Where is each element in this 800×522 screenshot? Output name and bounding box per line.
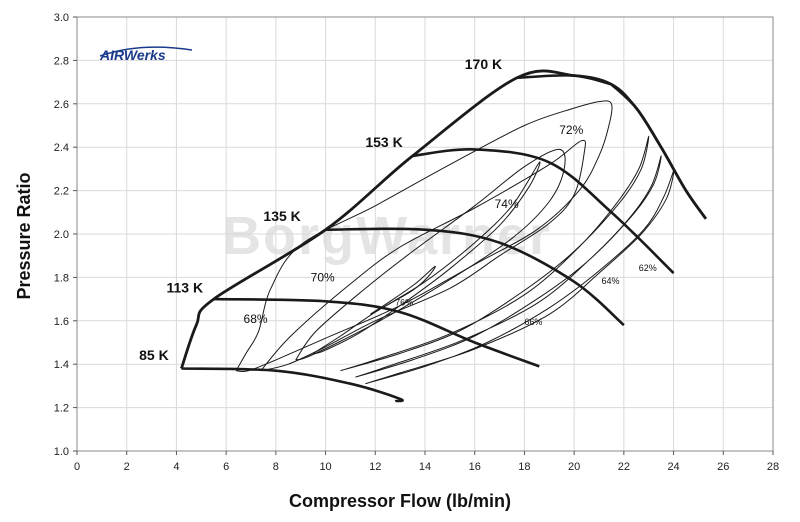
speed-line-label: 113 K: [166, 280, 203, 296]
choke-line: [610, 83, 708, 220]
efficiency-label: 70%: [311, 271, 335, 285]
x-tick-label: 28: [767, 461, 779, 473]
chart-labels: 85 K 113 K 135 K 153 K 170 K 68% 70% 72% 74% 76% 6…: [139, 56, 657, 363]
y-tick-label: 1.0: [54, 446, 69, 458]
x-tick-label: 4: [173, 461, 179, 473]
logo-text: AIRWerks: [99, 47, 166, 63]
y-tick-label: 1.8: [54, 272, 69, 284]
y-tick-label: 2.6: [54, 99, 69, 111]
efficiency-label: 64%: [601, 276, 619, 286]
y-tick-label: 2.0: [54, 229, 69, 241]
efficiency-island: [355, 155, 662, 378]
y-tick-label: 3.0: [54, 12, 69, 24]
logo-swoosh-icon: [99, 46, 193, 57]
speed-line-label: 135 K: [263, 208, 300, 224]
y-tick-label: 2.2: [54, 186, 69, 198]
x-tick-label: 18: [518, 461, 530, 473]
y-tick-label: 1.4: [54, 359, 69, 371]
efficiency-island: [370, 265, 436, 315]
efficiency-label: 74%: [495, 197, 519, 211]
y-axis-title: Pressure Ratio: [14, 172, 34, 299]
surge-line: [180, 69, 612, 369]
x-tick-label: 8: [273, 461, 279, 473]
efficiency-label: 62%: [639, 263, 657, 273]
x-axis-title: Compressor Flow (lb/min): [289, 491, 511, 511]
speed-line: [412, 148, 675, 275]
y-tick-label: 1.2: [54, 403, 69, 415]
x-tick-label: 14: [419, 461, 431, 473]
efficiency-label: 68%: [244, 312, 268, 326]
x-tick-label: 12: [369, 461, 381, 473]
x-tick-label: 2: [124, 461, 130, 473]
speed-line-label: 85 K: [139, 347, 169, 363]
speed-line-label: 170 K: [465, 56, 502, 72]
x-tick-label: 20: [568, 461, 580, 473]
logo: AIRWerks: [99, 46, 193, 63]
efficiency-label: 66%: [524, 317, 542, 327]
speed-line: [325, 227, 625, 327]
speed-line: [213, 297, 540, 368]
efficiency-island: [295, 148, 566, 361]
map-boundaries: [180, 69, 708, 369]
x-tick-label: 16: [469, 461, 481, 473]
efficiency-label: 72%: [559, 123, 583, 137]
axis-ticks: 0 2 4 6 8 10 12 14 16 18 20 22 24 26 281.01.21.41.61.8…: [54, 12, 779, 473]
x-tick-label: 24: [667, 461, 679, 473]
x-tick-label: 26: [717, 461, 729, 473]
y-tick-label: 2.8: [54, 55, 69, 67]
efficiency-label: 76%: [395, 298, 413, 308]
efficiency-island: [340, 135, 650, 372]
efficiency-island: [260, 139, 586, 372]
x-tick-label: 0: [74, 461, 80, 473]
speed-line: [181, 367, 404, 403]
x-tick-label: 10: [319, 461, 331, 473]
speed-line-label: 153 K: [365, 134, 402, 150]
y-tick-label: 1.6: [54, 316, 69, 328]
x-tick-label: 22: [618, 461, 630, 473]
x-tick-label: 6: [223, 461, 229, 473]
y-tick-label: 2.4: [54, 142, 69, 154]
